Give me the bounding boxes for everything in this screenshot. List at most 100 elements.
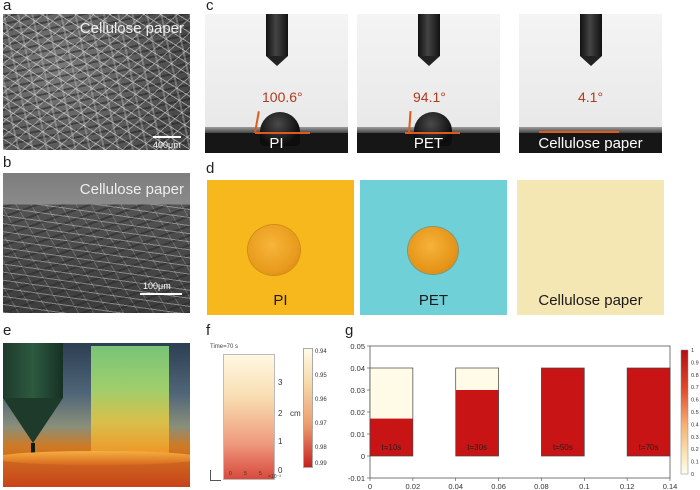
- dropper-tip: [3, 398, 63, 443]
- material-label: PI: [273, 292, 288, 309]
- f-x-tick: 5: [244, 471, 247, 477]
- panel-label-d: d: [206, 160, 215, 177]
- wetting-panel-pet: PET: [360, 180, 507, 315]
- g-colorbar: [680, 349, 689, 475]
- g-time-label-3: t=50s: [553, 443, 573, 452]
- sem-image-surface: Cellulose paper 400μm: [3, 14, 190, 150]
- g-colorbar-tick: 1: [691, 348, 694, 354]
- g-plot-area: [369, 345, 671, 479]
- g-xtick-label: 0.1: [579, 482, 589, 490]
- f-axes-triad: [210, 470, 221, 481]
- sem-a-scale-text: 400μm: [153, 140, 181, 150]
- g-strip-dry-1: [370, 368, 413, 419]
- f-x-tick: 5: [259, 471, 262, 477]
- wicking-simulation-chart: 0.050.040.030.020.010-0.01 0 0.02 0.04 0.06…: [348, 342, 699, 490]
- baseline-marker: [405, 132, 460, 134]
- needle: [417, 14, 440, 56]
- g-ytick-label: 0.04: [350, 364, 365, 373]
- g-colorbar-tick: 0.4: [691, 422, 699, 428]
- g-xtick-label: 0.06: [491, 482, 506, 490]
- g-colorbar-tick: 0.6: [691, 398, 699, 404]
- g-colorbar-tick: 0.9: [691, 360, 699, 366]
- g-xtick-label: 0.02: [406, 482, 421, 490]
- panel-label-g: g: [345, 322, 354, 339]
- needle: [579, 14, 602, 56]
- contact-angle-pet: 94.1° PET: [357, 14, 500, 153]
- f-x-tick: 0: [229, 471, 232, 477]
- g-time-label-1: t=10s: [382, 443, 402, 452]
- g-ytick-label: 0.01: [350, 430, 365, 439]
- g-xtick-label: 0.04: [448, 482, 463, 490]
- substrate: [519, 127, 662, 133]
- g-colorbar-tick: 0: [691, 472, 694, 478]
- contact-angle-pi: 100.6° PI: [205, 14, 348, 153]
- panel-label-f: f: [206, 322, 211, 339]
- g-time-label-2: t=30s: [467, 443, 487, 452]
- material-label: PET: [413, 135, 444, 152]
- sem-image-cross-section: Cellulose paper 100μm: [3, 173, 190, 313]
- f-colorbar-tick: 0.98: [315, 445, 327, 451]
- contact-angle-cellulose: 4.1° Cellulose paper: [519, 14, 662, 153]
- droplet-spot: [248, 225, 300, 275]
- f-axis-tick: 2: [278, 409, 283, 418]
- g-xtick-label: 0.12: [620, 482, 635, 490]
- material-label: PET: [418, 292, 449, 309]
- g-ytick-label: 0.03: [350, 386, 365, 395]
- g-strip-outline-3: [541, 367, 585, 457]
- panel-label-a: a: [3, 0, 12, 14]
- material-label: Cellulose paper: [538, 135, 643, 152]
- contact-angle-value: 100.6°: [262, 89, 303, 105]
- g-xtick-label: 0: [368, 482, 372, 490]
- f-colorbar-tick: 0.95: [315, 373, 327, 379]
- needle-tip: [579, 56, 602, 66]
- f-strip-field: [223, 354, 275, 480]
- baseline-marker: [539, 131, 619, 133]
- material-label: Cellulose paper: [538, 292, 643, 309]
- f-axis-tick: 3: [278, 378, 283, 387]
- panel-label-c: c: [206, 0, 214, 14]
- g-strip-wet-2: [455, 390, 499, 456]
- material-label: PI: [269, 135, 284, 152]
- water-droplet: [260, 112, 300, 146]
- g-strip-wet-1: [370, 418, 413, 456]
- g-colorbar-tick: 0.5: [691, 410, 699, 416]
- g-strip-wet-3: [541, 368, 585, 456]
- sem-b-title: Cellulose paper: [79, 181, 184, 198]
- g-ytick-label: 0.05: [350, 342, 365, 351]
- dropper-body: [3, 343, 63, 398]
- f-colorbar-tick: 0.94: [315, 349, 327, 355]
- panel-label-b: b: [3, 154, 12, 171]
- g-colorbar-tick: 0.7: [691, 385, 699, 391]
- g-colorbar-tick: 0.8: [691, 373, 699, 379]
- f-colorbar-tick: 0.99: [315, 461, 327, 467]
- f-colorbar: [303, 348, 313, 468]
- g-strip-dry-2: [455, 368, 499, 390]
- needle-tip: [417, 56, 440, 66]
- f-axis-tick: 1: [278, 437, 283, 446]
- g-colorbar-tick: 0.2: [691, 447, 699, 453]
- contact-angle-value: 94.1°: [413, 89, 446, 105]
- f-colorbar-tick: 0.96: [315, 397, 327, 403]
- paper-strip: [91, 346, 169, 454]
- g-ytick-label: 0.02: [350, 408, 365, 417]
- g-time-label-4: t=70s: [639, 443, 659, 452]
- sem-b-scalebar: [140, 293, 182, 295]
- g-xtick-label: 0.14: [663, 482, 678, 490]
- g-colorbar-tick: 0.3: [691, 435, 699, 441]
- contact-angle-value: 4.1°: [578, 89, 604, 105]
- f-axis-unit: cm: [290, 409, 301, 418]
- g-strip-outline-4: [626, 367, 671, 457]
- substrate-base: [519, 133, 662, 153]
- g-ytick-label: 0: [361, 452, 365, 461]
- sem-a-title: Cellulose paper: [79, 20, 184, 37]
- dish-rim: [3, 451, 190, 465]
- baseline-marker: [255, 132, 310, 134]
- needle-tip: [265, 56, 288, 66]
- panel-label-e: e: [3, 322, 12, 339]
- g-strip-wet-4: [627, 368, 670, 456]
- g-strip-outline-2: [455, 367, 499, 457]
- g-xtick-label: 0.08: [534, 482, 549, 490]
- f-colorbar-tick: 0.97: [315, 421, 327, 427]
- water-droplet: [414, 112, 452, 146]
- wetting-panel-cellulose: Cellulose paper: [517, 180, 664, 315]
